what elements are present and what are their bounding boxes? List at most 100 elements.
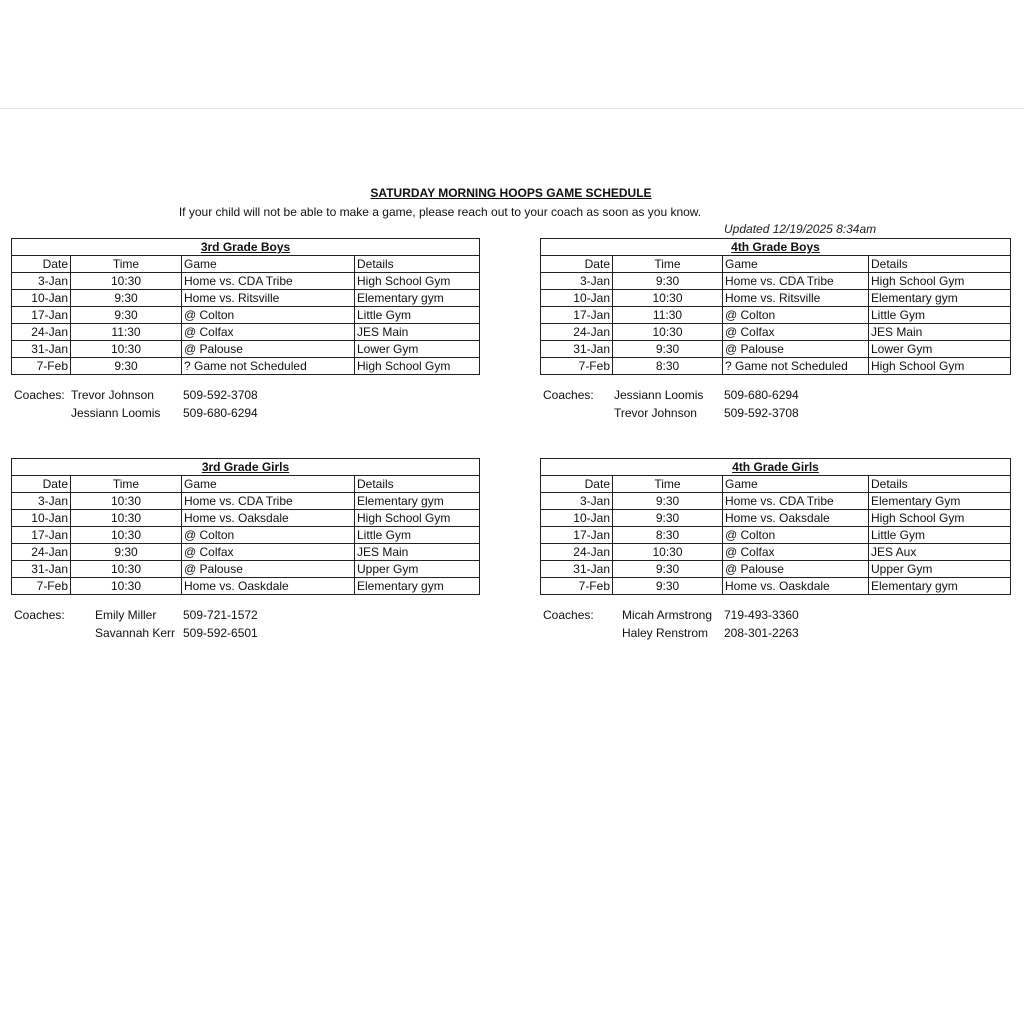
cell-time: 10:30 [70,526,182,544]
cell-details: Elementary gym [868,289,1011,307]
cell-time: 9:30 [70,357,182,375]
table-row: 3-Jan 10:30 Home vs. CDA Tribe High School … [11,272,480,290]
table-row: 24-Jan 10:30 @ Colfax JES Aux [540,543,1011,561]
cell-game: @ Colton [722,526,869,544]
cell-details: Little Gym [354,306,480,324]
column-header-details: Details [868,255,1011,273]
cell-details: High School Gym [868,509,1011,527]
cell-game: @ Colfax [722,543,869,561]
column-header-date: Date [11,255,71,273]
cell-date: 7-Feb [540,577,613,595]
cell-time: 11:30 [612,306,723,324]
cell-game: Home vs. Oaksdale [722,509,869,527]
table-row: 17-Jan 8:30 @ Colton Little Gym [540,526,1011,544]
cell-game: @ Palouse [722,340,869,358]
coach-phone: 509-680-6294 [183,406,258,420]
column-header-details: Details [354,255,480,273]
column-header-time: Time [612,255,723,273]
table-title-text: 3rd Grade Boys [200,240,291,254]
cell-details: High School Gym [354,272,480,290]
page-title-text: SATURDAY MORNING HOOPS GAME SCHEDULE [370,186,652,200]
cell-time: 9:30 [612,577,723,595]
table-row: 10-Jan 10:30 Home vs. Ritsville Elementary … [540,289,1011,307]
column-header-time: Time [70,475,182,493]
table-row: 3-Jan 9:30 Home vs. CDA Tribe High School G… [540,272,1011,290]
coaches-label: Coaches: [543,388,594,402]
coach-phone: 208-301-2263 [724,626,799,640]
table-title-text: 4th Grade Girls [732,460,819,474]
cell-date: 10-Jan [11,509,71,527]
cell-time: 9:30 [612,492,723,510]
cell-details: Elementary gym [354,289,480,307]
schedule-table-4th-grade-girls: 4th Grade Girls Date Time Game Details 3-Jan 9… [540,458,1011,595]
cell-game: ? Game not Scheduled [181,357,355,375]
coach-name: Savannah Kerr [95,626,176,640]
cell-game: ? Game not Scheduled [722,357,869,375]
cell-time: 11:30 [70,323,182,341]
cell-game: Home vs. CDA Tribe [181,492,355,510]
coach-phone: 509-721-1572 [183,608,258,622]
cell-time: 10:30 [70,560,182,578]
cell-details: Elementary gym [868,577,1011,595]
cell-date: 17-Jan [540,306,613,324]
cell-date: 17-Jan [11,526,71,544]
cell-game: Home vs. CDA Tribe [181,272,355,290]
table-title: 4th Grade Boys [540,238,1011,256]
cell-details: Upper Gym [868,560,1011,578]
cell-details: JES Main [354,323,480,341]
cell-time: 10:30 [70,272,182,290]
cell-game: Home vs. Ritsville [722,289,869,307]
table-title-text: 3rd Grade Girls [201,460,290,474]
cell-details: High School Gym [868,357,1011,375]
column-header-details: Details [354,475,480,493]
cell-date: 10-Jan [540,289,613,307]
column-header-game: Game [181,255,355,273]
cell-date: 7-Feb [540,357,613,375]
cell-date: 10-Jan [11,289,71,307]
cell-date: 31-Jan [540,340,613,358]
cell-date: 17-Jan [540,526,613,544]
cell-time: 9:30 [612,272,723,290]
coach-phone: 509-592-3708 [724,406,799,420]
column-header-details: Details [868,475,1011,493]
cell-time: 9:30 [70,543,182,561]
cell-game: @ Colton [181,306,355,324]
cell-time: 10:30 [70,577,182,595]
cell-game: Home vs. CDA Tribe [722,492,869,510]
cell-game: Home vs. Ritsville [181,289,355,307]
cell-details: JES Main [868,323,1011,341]
header-row: Date Time Game Details [540,475,1011,493]
column-header-game: Game [722,255,869,273]
cell-time: 9:30 [612,340,723,358]
table-row: 24-Jan 11:30 @ Colfax JES Main [11,323,480,341]
cell-date: 3-Jan [11,492,71,510]
coach-name: Haley Renstrom [622,626,709,640]
table-row: 7-Feb 9:30? Game not Scheduled High School… [11,357,480,375]
coach-phone: 719-493-3360 [724,608,799,622]
cell-details: Elementary gym [354,492,480,510]
cell-time: 10:30 [612,543,723,561]
coach-name: Jessiann Loomis [71,406,161,420]
coaches-label: Coaches: [14,608,65,622]
cell-details: High School Gym [354,509,480,527]
table-row: 7-Feb 10:30 Home vs. Oaskdale Elementary gy… [11,577,480,595]
cell-details: High School Gym [868,272,1011,290]
cell-game: Home vs. Oaksdale [181,509,355,527]
cell-date: 3-Jan [11,272,71,290]
cell-details: Little Gym [868,526,1011,544]
coach-phone: 509-592-3708 [183,388,258,402]
cell-date: 17-Jan [11,306,71,324]
table-row: 17-Jan 10:30 @ Colton Little Gym [11,526,480,544]
table-row: 17-Jan 9:30 @ Colton Little Gym [11,306,480,324]
cell-date: 24-Jan [11,543,71,561]
table-row: 10-Jan 9:30 Home vs. Oaksdale High School G… [540,509,1011,527]
coach-name: Trevor Johnson [614,406,697,420]
cell-time: 10:30 [70,509,182,527]
page-subtitle: If your child will not be able to make a… [178,205,702,219]
cell-details: Elementary Gym [868,492,1011,510]
updated-timestamp: Updated 12/19/2025 8:34am [724,222,877,236]
column-header-game: Game [722,475,869,493]
cell-time: 8:30 [612,526,723,544]
table-row: 17-Jan 11:30 @ Colton Little Gym [540,306,1011,324]
cell-game: @ Colton [181,526,355,544]
